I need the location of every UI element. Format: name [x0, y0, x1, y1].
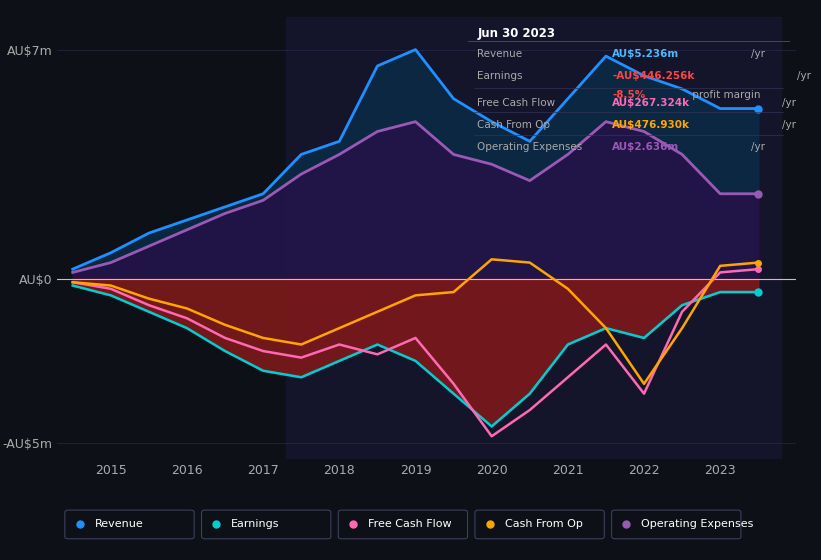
- Text: -8.5%: -8.5%: [612, 90, 645, 100]
- Text: Operating Expenses: Operating Expenses: [641, 519, 754, 529]
- Text: /yr: /yr: [797, 71, 811, 81]
- Bar: [286, 17, 781, 459]
- Text: -AU$446.256k: -AU$446.256k: [612, 71, 695, 81]
- Text: Earnings: Earnings: [232, 519, 280, 529]
- Text: /yr: /yr: [782, 98, 796, 108]
- Text: AU$476.930k: AU$476.930k: [612, 120, 690, 130]
- Text: profit margin: profit margin: [690, 90, 761, 100]
- Text: Free Cash Flow: Free Cash Flow: [477, 98, 555, 108]
- Text: Cash From Op: Cash From Op: [477, 120, 550, 130]
- Text: AU$267.324k: AU$267.324k: [612, 98, 690, 108]
- Text: /yr: /yr: [751, 49, 765, 59]
- Text: Revenue: Revenue: [477, 49, 522, 59]
- Text: Free Cash Flow: Free Cash Flow: [368, 519, 452, 529]
- Text: AU$5.236m: AU$5.236m: [612, 49, 680, 59]
- Text: Operating Expenses: Operating Expenses: [477, 142, 582, 152]
- Text: /yr: /yr: [782, 120, 796, 130]
- Text: Jun 30 2023: Jun 30 2023: [477, 27, 555, 40]
- Text: AU$2.636m: AU$2.636m: [612, 142, 680, 152]
- Text: Revenue: Revenue: [94, 519, 143, 529]
- Text: Cash From Op: Cash From Op: [504, 519, 582, 529]
- Text: /yr: /yr: [751, 142, 765, 152]
- Text: Earnings: Earnings: [477, 71, 523, 81]
